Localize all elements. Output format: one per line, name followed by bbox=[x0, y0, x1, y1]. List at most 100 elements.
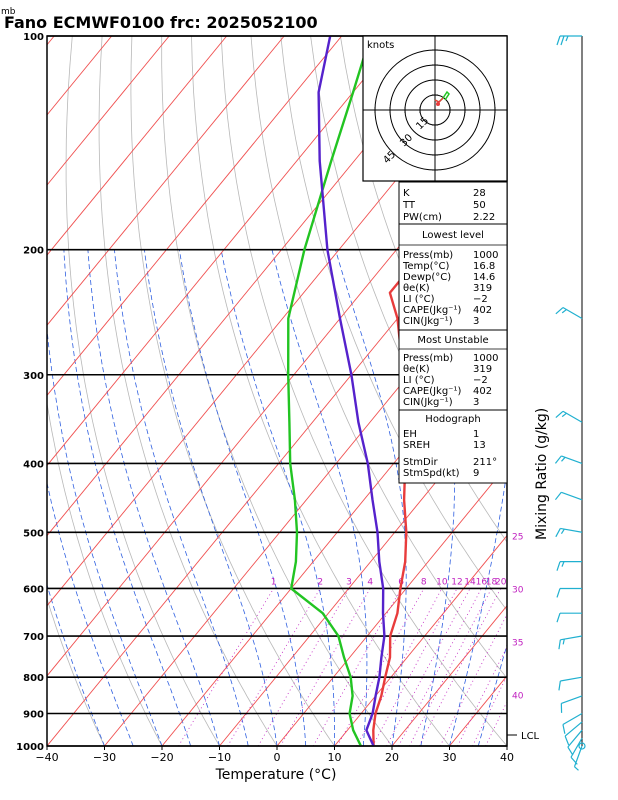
isotherm bbox=[47, 36, 285, 326]
mixing-ratio-label: 8 bbox=[421, 578, 427, 588]
moist-adiabat bbox=[47, 325, 163, 746]
moist-adiabat bbox=[335, 249, 407, 746]
wind-barb-staff bbox=[561, 455, 583, 465]
pressure-tick-label: 100 bbox=[23, 32, 44, 43]
mixing-ratio-line bbox=[227, 588, 321, 746]
isotherm bbox=[47, 184, 507, 746]
moist-adiabat bbox=[47, 583, 105, 746]
hodo-eh-label: EH bbox=[403, 429, 417, 440]
lowest-li-value: −2 bbox=[473, 294, 488, 305]
isotherm bbox=[47, 36, 170, 186]
mixing-ratio-line bbox=[472, 674, 507, 746]
dry-adiabat bbox=[549, 36, 618, 746]
moist-adiabat bbox=[271, 249, 368, 746]
dry-adiabat bbox=[519, 36, 618, 746]
wind-barb-half-flag bbox=[561, 561, 565, 567]
dry-adiabat bbox=[579, 36, 618, 746]
wind-barb-staff bbox=[560, 635, 583, 641]
hodo-stmspd-label: StmSpd(kt) bbox=[403, 468, 460, 479]
pressure-tick-label: 1000 bbox=[16, 742, 44, 753]
isotherm bbox=[276, 464, 507, 746]
lowest-temp-label: Temp(°C) bbox=[402, 261, 450, 272]
wind-barb-staff bbox=[561, 491, 583, 501]
mixing-ratio-label: 30 bbox=[512, 586, 524, 596]
dry-adiabat bbox=[191, 36, 450, 746]
wind-barb-staff bbox=[562, 410, 583, 423]
isotherm bbox=[219, 394, 507, 746]
wind-barb-flag bbox=[555, 410, 564, 419]
wind-barb-flag bbox=[567, 746, 574, 756]
temperature-tick-label: −20 bbox=[150, 751, 173, 764]
most-unstable-box bbox=[398, 329, 508, 411]
wind-barb-flag bbox=[558, 680, 561, 691]
temperature-tick-label: −40 bbox=[35, 751, 58, 764]
stability-index-panel: K 28 TT 50 PW(cm) 2.22 Lowest level Pres… bbox=[398, 181, 508, 484]
hodo-stmspd-value: 9 bbox=[473, 468, 479, 479]
wind-barb-flag bbox=[556, 612, 561, 623]
wind-barb-flag bbox=[555, 528, 561, 538]
mixing-ratio-label: 4 bbox=[367, 578, 373, 588]
mixing-ratio-label: 40 bbox=[512, 692, 524, 702]
lcl-label: LCL bbox=[521, 731, 540, 742]
dry-adiabat bbox=[130, 36, 335, 746]
wind-barb-staff bbox=[561, 695, 583, 704]
most-unstable-title: Most Unstable bbox=[417, 335, 488, 346]
isotherm bbox=[47, 36, 400, 467]
mixing-ratio-line bbox=[418, 588, 502, 746]
mixing-ratio-label: 35 bbox=[512, 639, 523, 649]
index-tt-label: TT bbox=[402, 200, 416, 211]
lowest-cape-label: CAPE(Jkg⁻¹) bbox=[403, 305, 461, 316]
lowest-press-label: Press(mb) bbox=[403, 250, 453, 261]
wind-barb-flag bbox=[564, 735, 570, 746]
mu-thetae-value: 319 bbox=[473, 364, 492, 375]
hodograph-stats-title: Hodograph bbox=[425, 414, 480, 425]
mixing-ratio-label: 1 bbox=[271, 578, 277, 588]
pressure-tick-label: 700 bbox=[23, 632, 44, 643]
isotherm bbox=[104, 254, 507, 746]
mixing-ratio-label: 2 bbox=[317, 578, 323, 588]
index-k-label: K bbox=[403, 188, 410, 199]
hodograph-rings bbox=[363, 36, 507, 181]
pressure-tick-label: 300 bbox=[23, 371, 44, 382]
mixing-ratio-label: 18 bbox=[486, 578, 498, 588]
moist-adiabat bbox=[114, 249, 249, 746]
mu-li-value: −2 bbox=[473, 375, 488, 386]
wind-barb-staff bbox=[562, 712, 583, 726]
isotherm bbox=[334, 534, 507, 746]
wind-barb-half-flag bbox=[574, 766, 579, 771]
moist-adiabat bbox=[414, 249, 456, 746]
lowest-li-label: LI (°C) bbox=[403, 294, 435, 305]
temperature-tick-label: −30 bbox=[93, 751, 116, 764]
dry-adiabat bbox=[310, 36, 507, 543]
dry-adiabat bbox=[488, 36, 507, 93]
parcel-profile bbox=[317, 36, 386, 746]
mu-cin-value: 3 bbox=[473, 397, 479, 408]
hodo-sreh-value: 13 bbox=[473, 440, 486, 451]
mixing-ratio-label: 14 bbox=[464, 578, 476, 588]
mixing-ratio-line bbox=[312, 588, 402, 746]
moist-adiabat bbox=[47, 481, 134, 746]
wind-barb-flag bbox=[554, 455, 562, 464]
hodograph-stats-box bbox=[398, 409, 508, 484]
chart-title: Fano ECMWF0100 frc: 2025052100 bbox=[4, 13, 318, 32]
index-tt-value: 50 bbox=[473, 200, 486, 211]
wind-barb-half-flag bbox=[560, 528, 565, 535]
mixing-ratio-axis-label: Mixing Ratio (g/kg) bbox=[534, 408, 550, 540]
mu-press-label: Press(mb) bbox=[403, 353, 453, 364]
mixing-ratio-line bbox=[457, 646, 507, 746]
hodo-sreh-label: SREH bbox=[403, 440, 430, 451]
lowest-cin-label: CIN(Jkg⁻¹) bbox=[403, 316, 453, 327]
dry-adiabat bbox=[65, 36, 220, 746]
temperature-tick-label: 10 bbox=[328, 751, 342, 764]
mu-cin-label: CIN(Jkg⁻¹) bbox=[403, 397, 453, 408]
moist-adiabat bbox=[220, 249, 335, 746]
indices-box bbox=[398, 181, 508, 225]
hodo-stmdir-label: StmDir bbox=[403, 457, 438, 468]
mixing-ratio-line bbox=[257, 588, 350, 746]
temperature-tick-label: 30 bbox=[443, 751, 457, 764]
lowest-dewp-label: Dewp(°C) bbox=[403, 272, 451, 283]
pressure-unit-label: mb bbox=[1, 7, 16, 17]
mu-li-label: LI (°C) bbox=[403, 375, 435, 386]
wind-barb-half-flag bbox=[565, 35, 569, 42]
